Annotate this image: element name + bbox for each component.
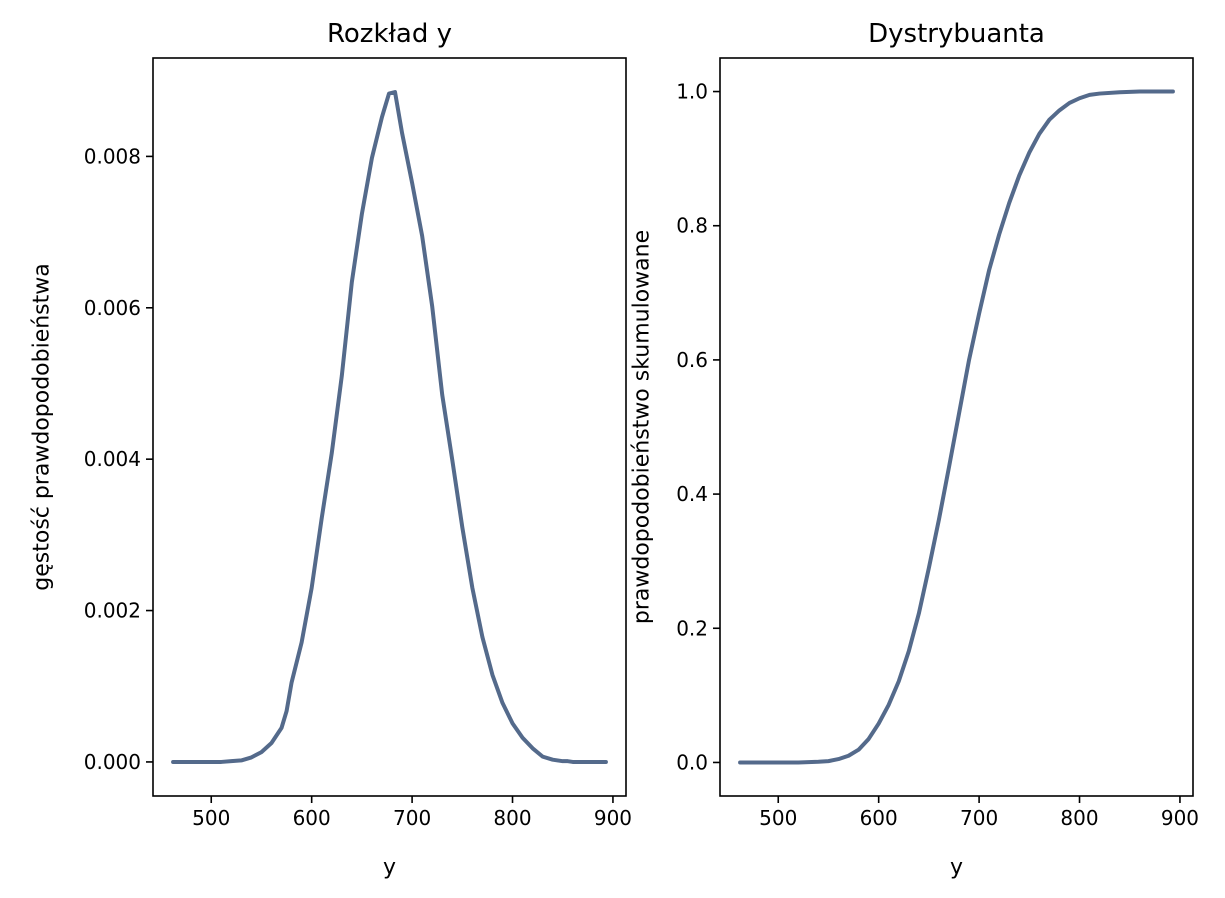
cdf-x-tick-label: 700 [960, 806, 998, 830]
cdf-y-tick-label: 0.0 [676, 750, 708, 774]
pdf-x-tick-label: 900 [594, 806, 632, 830]
pdf-y-axis-ticks: 0.000 0.002 0.004 0.006 0.008 [84, 144, 153, 774]
cdf-x-tick-label: 600 [860, 806, 898, 830]
pdf-y-axis-label: gęstość prawdopodobieństwa [30, 263, 55, 590]
pdf-chart: Rozkład y 0.000 0.002 0.004 0.006 0.008 500 6… [30, 19, 633, 880]
pdf-series-line [171, 90, 608, 764]
pdf-chart-title: Rozkład y [327, 19, 452, 49]
cdf-y-tick-label: 0.4 [676, 482, 708, 506]
pdf-y-tick-label: 0.006 [84, 296, 141, 320]
cdf-y-axis-label: prawdopodobieństwo skumulowane [630, 230, 655, 624]
cdf-x-axis-label: y [950, 855, 963, 880]
pdf-y-tick-label: 0.002 [84, 599, 141, 623]
pdf-x-axis-label: y [383, 855, 396, 880]
cdf-series-line [738, 89, 1175, 765]
pdf-x-tick-label: 800 [493, 806, 531, 830]
pdf-y-tick-label: 0.008 [84, 144, 141, 168]
cdf-x-tick-label: 500 [759, 806, 797, 830]
cdf-y-axis-ticks: 0.0 0.2 0.4 0.6 0.8 1.0 [676, 80, 720, 774]
pdf-y-tick-label: 0.000 [84, 750, 141, 774]
cdf-x-tick-label: 900 [1161, 806, 1199, 830]
cdf-x-tick-label: 800 [1060, 806, 1098, 830]
cdf-y-tick-label: 0.2 [676, 616, 708, 640]
pdf-x-tick-label: 500 [192, 806, 230, 830]
cdf-chart: Dystrybuanta 0.0 0.2 0.4 0.6 0.8 1.0 500 600 70… [630, 19, 1200, 880]
cdf-y-tick-label: 0.6 [676, 348, 708, 372]
pdf-y-tick-label: 0.004 [84, 447, 141, 471]
pdf-x-tick-label: 700 [393, 806, 431, 830]
cdf-y-tick-label: 1.0 [676, 80, 708, 104]
cdf-plot-frame [719, 57, 1194, 797]
pdf-x-axis-ticks: 500 600 700 800 900 [192, 796, 632, 830]
cdf-chart-title: Dystrybuanta [868, 19, 1045, 49]
pdf-x-tick-label: 600 [293, 806, 331, 830]
cdf-x-axis-ticks: 500 600 700 800 900 [759, 796, 1199, 830]
pdf-plot-frame [152, 57, 627, 797]
cdf-y-tick-label: 0.8 [676, 214, 708, 238]
